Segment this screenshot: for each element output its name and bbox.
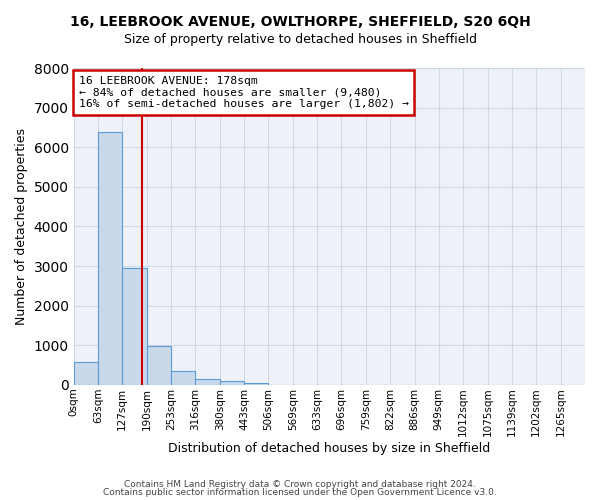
Text: 16, LEEBROOK AVENUE, OWLTHORPE, SHEFFIELD, S20 6QH: 16, LEEBROOK AVENUE, OWLTHORPE, SHEFFIEL… bbox=[70, 15, 530, 29]
Text: Contains HM Land Registry data © Crown copyright and database right 2024.: Contains HM Land Registry data © Crown c… bbox=[124, 480, 476, 489]
Bar bbox=[244, 382, 268, 385]
Y-axis label: Number of detached properties: Number of detached properties bbox=[15, 128, 28, 325]
Bar bbox=[171, 371, 196, 385]
X-axis label: Distribution of detached houses by size in Sheffield: Distribution of detached houses by size … bbox=[168, 442, 490, 455]
Bar bbox=[122, 268, 146, 385]
Bar bbox=[220, 382, 244, 385]
Bar bbox=[74, 362, 98, 385]
Text: Contains public sector information licensed under the Open Government Licence v3: Contains public sector information licen… bbox=[103, 488, 497, 497]
Bar bbox=[146, 346, 171, 385]
Bar bbox=[98, 132, 122, 385]
Text: Size of property relative to detached houses in Sheffield: Size of property relative to detached ho… bbox=[124, 32, 476, 46]
Bar bbox=[196, 379, 220, 385]
Text: 16 LEEBROOK AVENUE: 178sqm
← 84% of detached houses are smaller (9,480)
16% of s: 16 LEEBROOK AVENUE: 178sqm ← 84% of deta… bbox=[79, 76, 409, 109]
